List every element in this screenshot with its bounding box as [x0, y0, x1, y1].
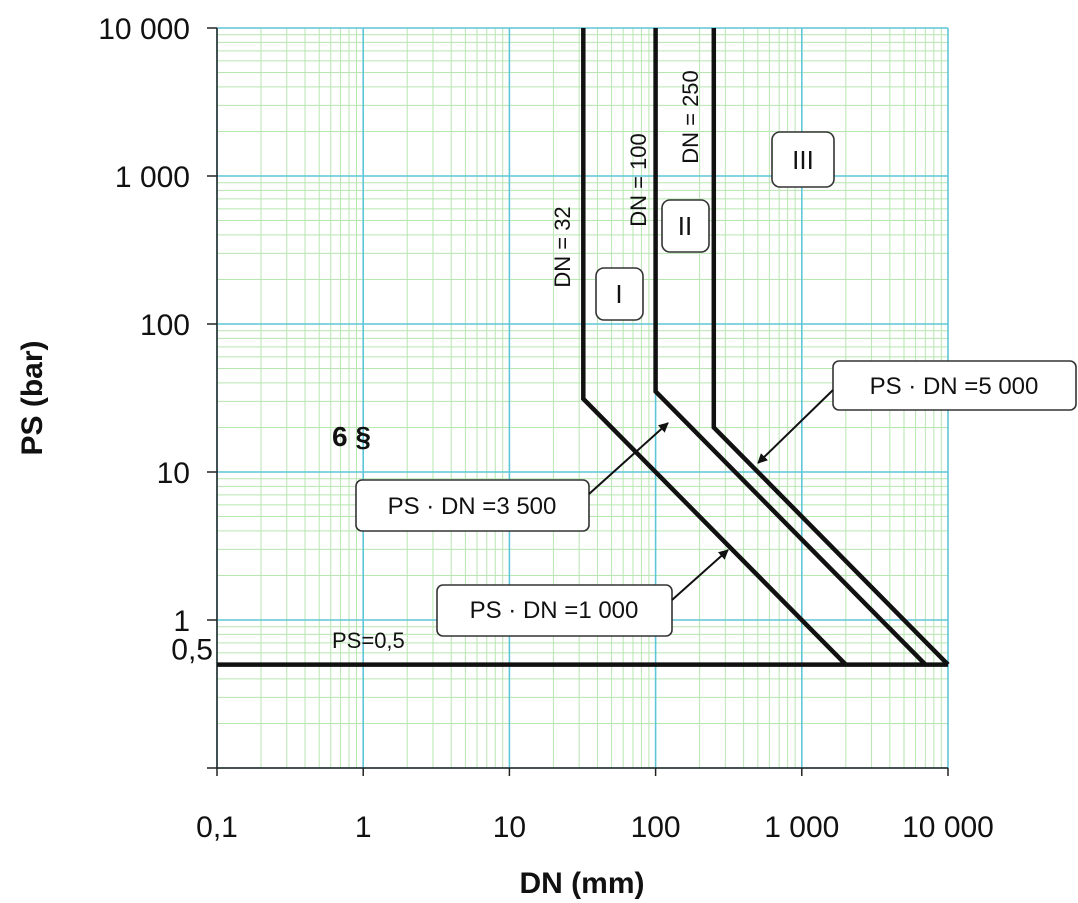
category-ii-label: II	[678, 211, 692, 241]
y-tick-label: 1 000	[115, 161, 190, 194]
callout-ps-dn-3500: PS · DN =3 500	[355, 422, 669, 532]
callout-ps-dn-5000: PS · DN =5 000	[757, 360, 1077, 464]
series-line-4	[711, 28, 950, 667]
category-iii-label: III	[792, 145, 814, 175]
x-tick-label: 100	[631, 811, 681, 844]
axes	[207, 27, 949, 776]
arrow-ps-dn-5000	[757, 389, 834, 464]
x-tick-label: 0,1	[196, 811, 238, 844]
callout-ps-dn-5000-text: PS · DN =5 000	[870, 373, 1039, 400]
y-axis-title: PS (bar)	[16, 340, 49, 455]
dn-32-label: DN = 32	[550, 206, 575, 287]
x-tick-labels: 0,1 1 10 100 1 000 10 000	[196, 811, 994, 844]
callout-ps-dn-1000: PS · DN =1 000	[436, 549, 729, 637]
category-i-label: I	[615, 279, 622, 309]
arrow-ps-dn-1000	[671, 549, 729, 601]
category-ii-box: II	[661, 199, 710, 253]
series-line-2	[581, 28, 848, 667]
y-tick-label: 10 000	[98, 13, 190, 46]
callout-ps-dn-3500-text: PS · DN =3 500	[388, 493, 557, 520]
y-tick-labels: 0,51 10 100 1 000 10 000	[98, 13, 213, 667]
y-tick-label: 10	[157, 457, 190, 490]
x-tick-label: 10 000	[902, 811, 994, 844]
ps-0-5-label: PS=0,5	[332, 628, 405, 653]
dn-100-label: DN = 100	[626, 133, 651, 227]
x-tick-label: 1	[355, 811, 372, 844]
callout-ps-dn-1000-text: PS · DN =1 000	[470, 597, 639, 624]
arrow-ps-dn-3500	[588, 422, 669, 495]
x-tick-label: 1 000	[764, 811, 839, 844]
dn-250-label: DN = 250	[678, 70, 703, 164]
category-i-box: I	[595, 267, 644, 321]
series-line-3	[653, 28, 928, 667]
series-lines	[217, 28, 950, 667]
y-tick-label: 100	[140, 309, 190, 342]
section-6-label: 6 §	[332, 421, 371, 452]
x-axis-title: DN (mm)	[520, 867, 645, 900]
category-iii-box: III	[771, 131, 835, 188]
x-tick-label: 10	[493, 811, 526, 844]
y-tick-label: 0,5	[171, 634, 213, 667]
y-tick-label: 1	[173, 605, 190, 638]
